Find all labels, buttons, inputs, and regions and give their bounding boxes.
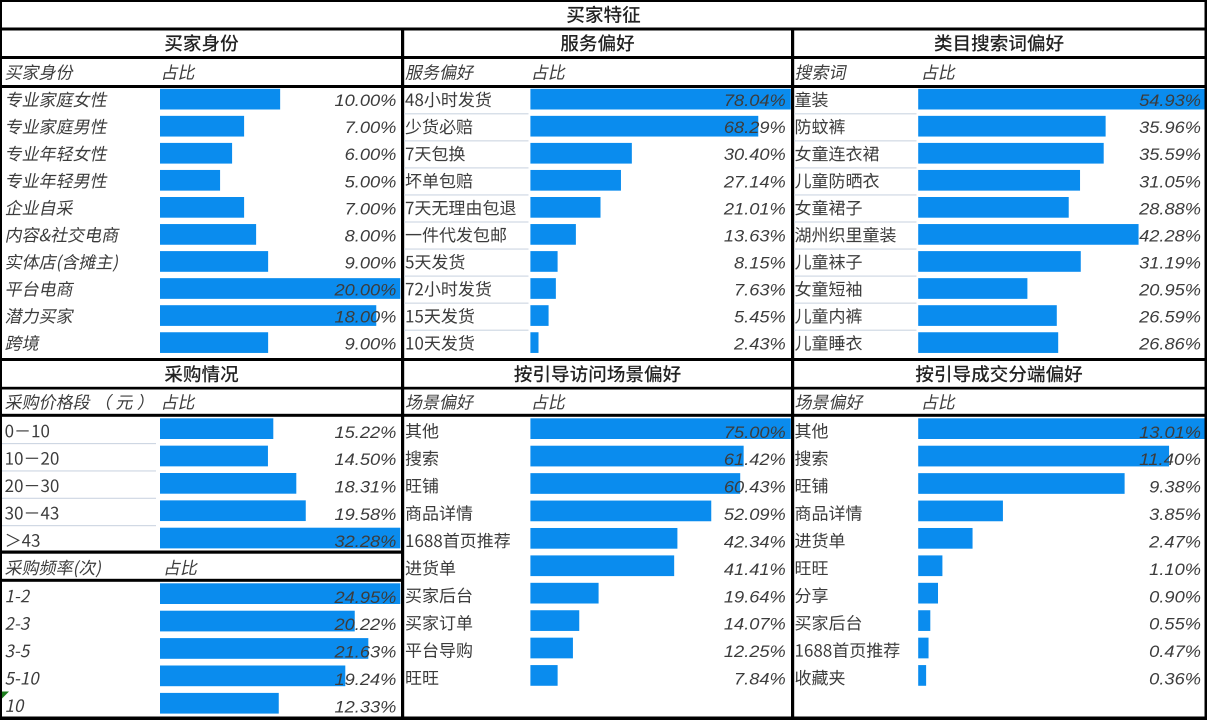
- svg-text:2.47%: 2.47%: [1148, 532, 1201, 551]
- svg-text:0.47%: 0.47%: [1149, 642, 1201, 661]
- svg-text:20.22%: 20.22%: [333, 615, 396, 634]
- svg-text:3.85%: 3.85%: [1149, 505, 1201, 524]
- svg-text:28.88%: 28.88%: [1138, 199, 1201, 218]
- svg-text:20.00%: 20.00%: [333, 280, 396, 299]
- svg-text:15.22%: 15.22%: [335, 423, 397, 442]
- svg-text:13.63%: 13.63%: [724, 226, 786, 245]
- svg-text:7.84%: 7.84%: [734, 670, 786, 689]
- svg-text:42.34%: 42.34%: [724, 532, 786, 551]
- svg-text:18.00%: 18.00%: [335, 308, 397, 327]
- svg-text:5.00%: 5.00%: [345, 172, 397, 191]
- svg-text:41.41%: 41.41%: [724, 560, 786, 579]
- svg-text:5.45%: 5.45%: [734, 308, 786, 327]
- svg-text:13.01%: 13.01%: [1139, 423, 1201, 442]
- svg-text:32.28%: 32.28%: [335, 532, 397, 551]
- svg-text:7.63%: 7.63%: [734, 280, 786, 299]
- svg-text:68.29%: 68.29%: [724, 118, 786, 137]
- svg-text:6.00%: 6.00%: [345, 145, 397, 164]
- svg-text:21.01%: 21.01%: [723, 199, 786, 218]
- svg-text:61.42%: 61.42%: [724, 450, 786, 469]
- svg-text:20.95%: 20.95%: [1138, 280, 1201, 299]
- svg-text:30.40%: 30.40%: [724, 145, 786, 164]
- svg-text:19.24%: 19.24%: [335, 670, 397, 689]
- svg-text:31.19%: 31.19%: [1139, 253, 1201, 272]
- svg-text:35.96%: 35.96%: [1139, 118, 1201, 137]
- svg-text:0.90%: 0.90%: [1149, 587, 1201, 606]
- svg-text:2.43%: 2.43%: [733, 335, 786, 354]
- svg-text:19.64%: 19.64%: [724, 587, 786, 606]
- svg-text:14.07%: 14.07%: [724, 615, 786, 634]
- svg-text:9.00%: 9.00%: [345, 253, 397, 272]
- svg-text:78.04%: 78.04%: [724, 91, 786, 110]
- svg-text:27.14%: 27.14%: [723, 172, 786, 191]
- svg-text:0.36%: 0.36%: [1149, 670, 1201, 689]
- svg-text:1.10%: 1.10%: [1149, 560, 1201, 579]
- svg-text:54.93%: 54.93%: [1139, 91, 1201, 110]
- svg-text:11.40%: 11.40%: [1139, 450, 1201, 469]
- svg-text:9.38%: 9.38%: [1149, 478, 1201, 497]
- svg-text:8.00%: 8.00%: [345, 226, 397, 245]
- svg-text:10.00%: 10.00%: [335, 91, 397, 110]
- svg-text:9.00%: 9.00%: [345, 335, 397, 354]
- svg-text:18.31%: 18.31%: [335, 478, 397, 497]
- svg-text:75.00%: 75.00%: [724, 423, 786, 442]
- svg-text:24.95%: 24.95%: [333, 588, 396, 607]
- svg-text:14.50%: 14.50%: [335, 450, 397, 469]
- svg-text:7.00%: 7.00%: [345, 199, 397, 218]
- svg-text:26.59%: 26.59%: [1138, 308, 1201, 327]
- svg-text:12.25%: 12.25%: [724, 642, 786, 661]
- svg-text:31.05%: 31.05%: [1139, 172, 1201, 191]
- svg-text:26.86%: 26.86%: [1138, 335, 1201, 354]
- svg-text:35.59%: 35.59%: [1139, 145, 1201, 164]
- svg-text:12.33%: 12.33%: [335, 697, 397, 716]
- svg-text:8.15%: 8.15%: [734, 253, 786, 272]
- svg-text:52.09%: 52.09%: [724, 505, 786, 524]
- svg-text:0.55%: 0.55%: [1149, 615, 1201, 634]
- svg-text:42.28%: 42.28%: [1139, 226, 1201, 245]
- svg-text:21.63%: 21.63%: [333, 643, 396, 662]
- svg-text:60.43%: 60.43%: [724, 478, 786, 497]
- svg-text:7.00%: 7.00%: [345, 118, 397, 137]
- svg-text:19.58%: 19.58%: [335, 505, 397, 524]
